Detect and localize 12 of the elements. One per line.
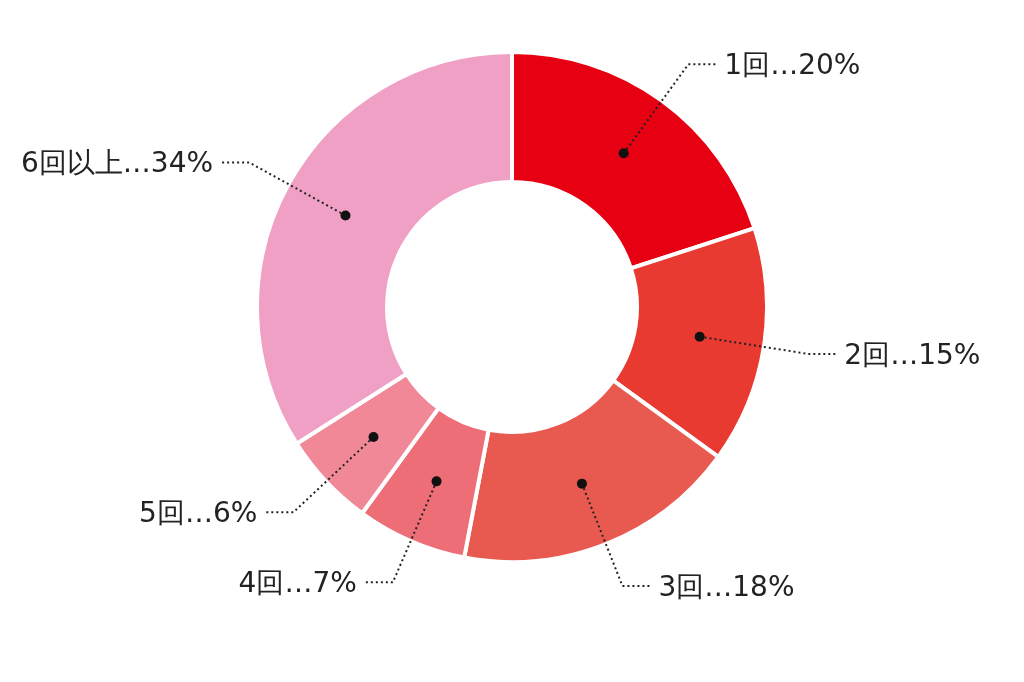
slice-label: 3回 — [658, 569, 705, 603]
data-label: …34% — [122, 146, 214, 180]
slice-label: 5回 — [139, 496, 185, 530]
data-label: …18% — [704, 569, 795, 603]
data-label: …15% — [890, 337, 981, 371]
data-label: …6% — [184, 496, 258, 530]
slice-label: 6回以上 — [21, 146, 123, 180]
data-label: …7% — [284, 566, 357, 600]
data-label: …20% — [770, 48, 861, 82]
slice-label: 4回 — [238, 566, 285, 600]
slice-label: 2回 — [844, 337, 891, 371]
slice-label: 1回 — [724, 48, 771, 82]
